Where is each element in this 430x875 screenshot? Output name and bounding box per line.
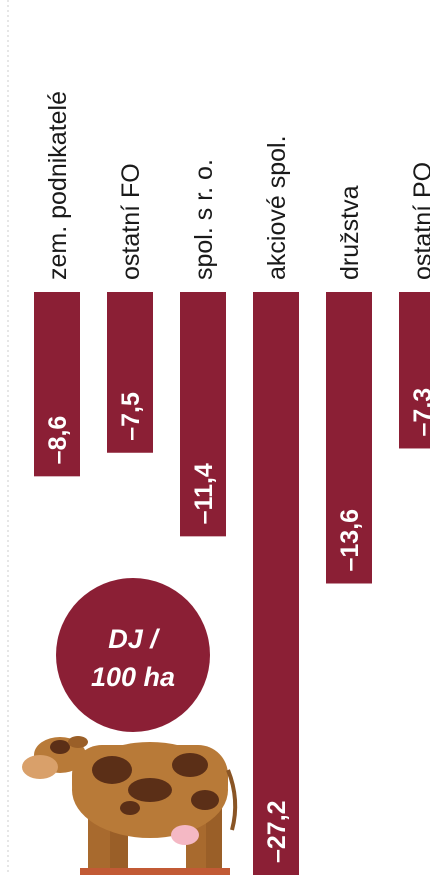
bar-2 [180,292,226,537]
bar-3 [253,292,299,875]
category-label-4: družstva [336,185,364,280]
unit-badge-line1: DJ / [108,624,160,654]
bars-layer: zem. podnikatelé –8,6 ostatní FO –7,5 spol. … [34,91,430,875]
value-label-0: –8,6 [44,416,72,465]
unit-badge: DJ / 100 ha [56,578,210,732]
category-label-3: akciové spol. [263,135,291,280]
unit-badge-line2: 100 ha [91,662,175,692]
category-label-5: ostatní PO [409,162,430,280]
category-label-1: ostatní FO [117,163,145,280]
bar-4 [326,292,372,584]
bar-5 [399,292,430,449]
value-label-1: –7,5 [117,392,145,441]
category-label-2: spol. s r. o. [190,159,218,280]
bar-1 [107,292,153,453]
cow-icon [22,736,238,875]
value-label-4: –13,6 [336,509,364,572]
unit-badge-circle [56,578,210,732]
value-label-2: –11,4 [190,463,218,524]
value-label-3: –27,2 [263,800,291,863]
category-label-0: zem. podnikatelé [44,91,72,280]
bar-0 [34,292,80,477]
value-label-5: –7,3 [409,388,430,437]
